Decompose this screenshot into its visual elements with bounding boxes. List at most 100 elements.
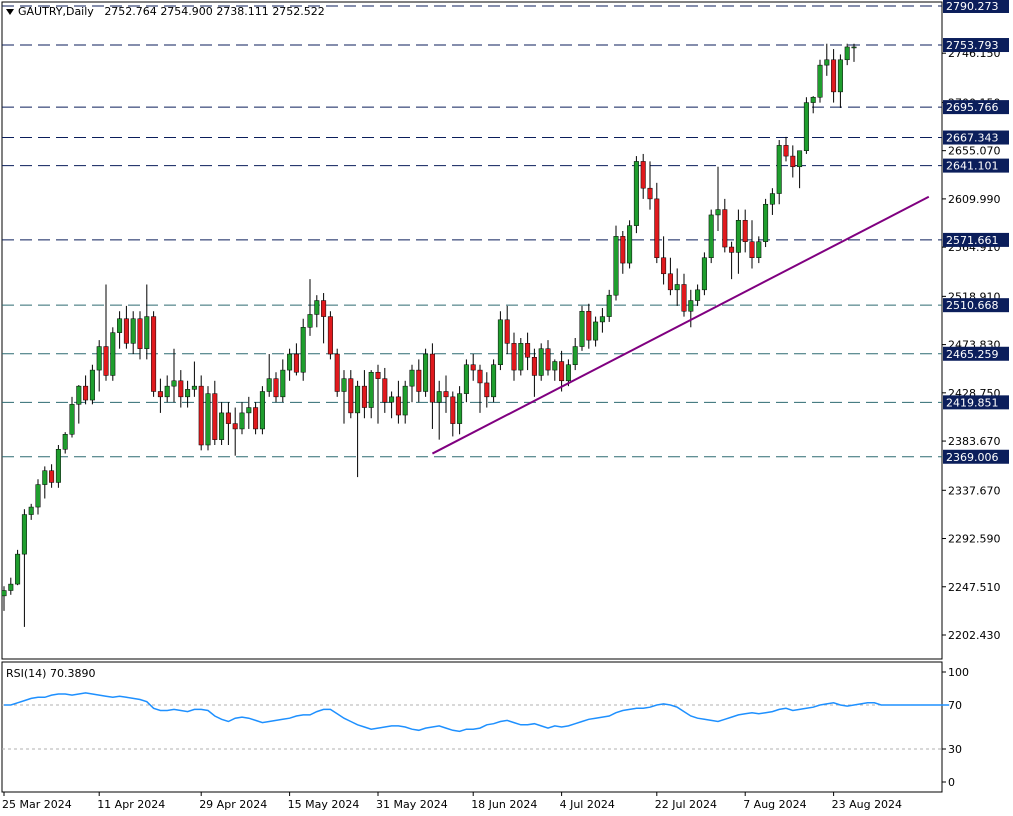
bull-candle [246,407,252,414]
bear-candle [395,396,401,416]
bear-candle [640,161,646,189]
bull-candle [565,364,571,382]
bull-candle [21,514,27,555]
x-tick-label: 11 Apr 2024 [97,798,165,811]
bear-candle [327,316,333,355]
bull-candle [239,412,245,430]
bull-candle [423,353,429,392]
bull-candle [613,236,619,296]
bear-candle [586,310,592,341]
bull-candle [89,369,95,401]
bull-candle [355,385,361,414]
level-label-text: 2465.259 [946,348,999,361]
bull-candle [457,393,463,424]
bull-candle [191,385,197,390]
ohlc-high: 2754.900 [160,5,213,18]
rsi-plot-frame [1,661,943,793]
bear-candle [722,209,728,248]
bear-candle [49,470,55,483]
level-label-text: 2641.101 [946,160,999,173]
bull-candle [837,59,843,93]
bull-candle [28,506,34,515]
bear-candle [477,369,483,384]
bull-candle [538,348,544,376]
x-tick-label: 22 Jul 2024 [655,798,717,811]
bull-candle [409,369,415,387]
level-label-box [943,0,1009,13]
bear-candle [137,318,143,349]
x-tick-label: 25 Mar 2024 [2,798,72,811]
rsi-line [4,692,950,733]
price-tick-label: 2337.670 [948,484,1001,497]
bear-candle [253,407,259,430]
bear-candle [83,385,89,401]
level-label-box [943,395,1009,410]
bear-candle [681,284,687,312]
bull-candle [117,318,123,333]
bull-candle [844,46,850,61]
rsi-tick-label: 100 [948,666,969,679]
bull-candle [110,332,116,376]
bear-candle [545,348,551,371]
x-tick-label: 4 Jul 2024 [560,798,615,811]
level-label-box [943,100,1009,115]
x-tick-label: 29 Apr 2024 [199,798,267,811]
level-label-box [943,449,1009,464]
bear-candle [382,378,388,403]
bull-candle [763,203,769,242]
price-tick-label: 2383.670 [948,435,1001,448]
level-label-text: 2369.006 [946,451,999,464]
bear-candle [620,236,626,264]
bull-candle [552,361,558,371]
bull-candle [307,314,313,328]
bull-candle [599,316,605,323]
bull-candle [633,161,639,226]
bull-candle [185,389,191,398]
bear-candle [212,393,218,440]
level-label-box [943,298,1009,313]
bull-candle [593,321,599,341]
level-label-box [943,130,1009,145]
bull-candle [701,257,707,291]
bear-candle [470,364,476,371]
bull-candle [259,391,265,430]
x-tick-label: 31 May 2024 [376,798,448,811]
level-label-text: 2419.851 [946,396,999,409]
bear-candle [225,412,231,424]
price-tick-label: 2202.430 [948,629,1001,642]
bear-candle [348,378,354,414]
bull-candle [287,353,293,371]
level-label-box [943,38,1009,53]
bull-candle [688,300,694,312]
rsi-label: RSI(14) [6,667,47,680]
level-label-box [943,346,1009,361]
level-label-text: 2510.668 [946,299,999,312]
bear-candle [293,353,299,373]
level-label-text: 2571.661 [946,234,999,247]
price-tick-label: 2247.510 [948,581,1001,594]
bull-candle [341,378,347,392]
bull-candle [266,378,272,392]
rsi-value: 70.3890 [49,667,96,680]
bear-candle [450,396,456,424]
bull-candle [164,385,170,398]
bear-candle [525,343,531,358]
level-label-text: 2790.273 [946,0,999,13]
price-tick-label: 2655.070 [948,145,1001,158]
chart-menu-triangle-icon[interactable] [6,9,14,15]
bear-candle [151,316,157,392]
bull-candle [314,300,320,315]
bull-candle [144,316,150,349]
bull-candle [579,310,585,347]
level-label-text: 2753.793 [946,39,999,52]
bear-candle [443,391,449,398]
bull-candle [674,284,680,291]
bull-candle [171,380,177,387]
bear-candle [742,220,748,242]
bull-candle [96,346,102,371]
bull-candle [69,404,75,435]
bull-candle [518,343,524,371]
bear-candle [667,273,673,291]
chart-header: GAUTRY,Daily 2752.764 2754.900 2738.111 … [6,5,325,18]
